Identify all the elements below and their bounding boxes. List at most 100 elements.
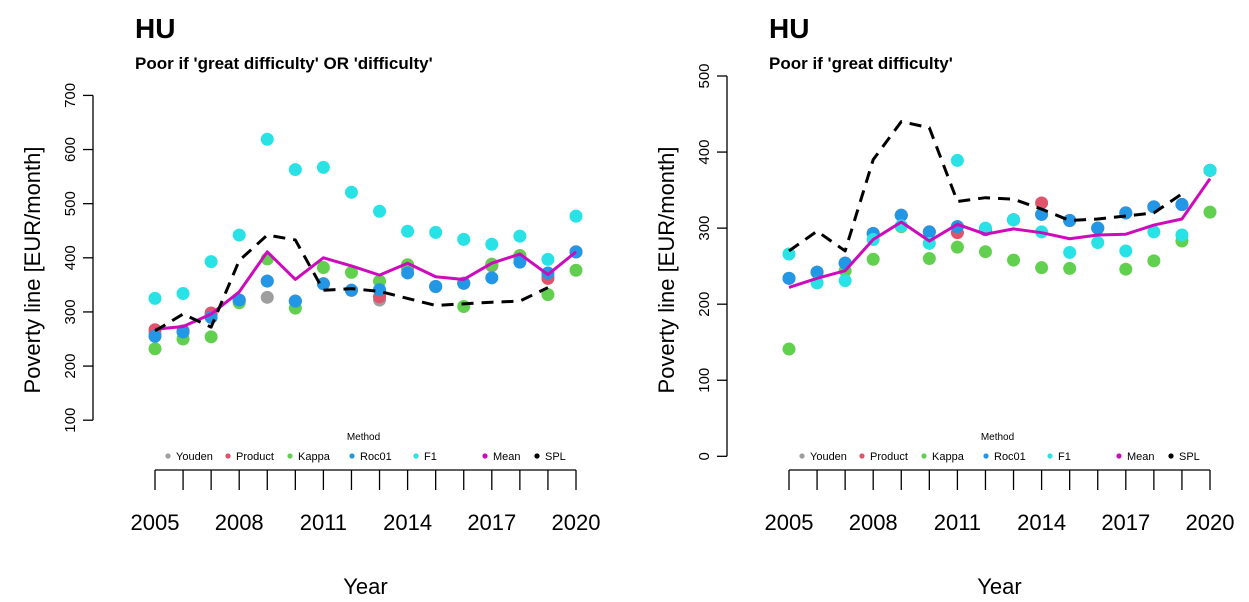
legend-label: SPL	[1179, 451, 1200, 463]
legend-marker	[413, 453, 419, 459]
legend: Method Youden Product Kappa Roc01 F1 Mean SPL	[165, 432, 566, 463]
y-axis-label: Poverty line [EUR/month]	[654, 147, 679, 394]
data-point	[401, 224, 415, 238]
legend-label: Youden	[176, 451, 213, 463]
legend-marker	[534, 453, 540, 459]
data-point	[457, 232, 471, 246]
data-point	[978, 221, 992, 235]
x-tick-label: 2011	[934, 510, 981, 535]
data-point	[148, 329, 162, 343]
data-point	[1035, 261, 1049, 275]
y-tick-label: 0	[696, 452, 713, 460]
data-point	[148, 342, 162, 356]
y-tick-label: 100	[696, 368, 713, 393]
legend-marker	[921, 453, 927, 459]
data-point	[260, 274, 274, 288]
data-point	[1091, 221, 1105, 235]
x-tick-label: 2008	[215, 510, 264, 535]
dashed-line	[788, 120, 1183, 253]
x-tick-label: 2017	[467, 510, 516, 535]
data-point	[1063, 214, 1077, 228]
data-point	[288, 163, 302, 177]
data-point	[288, 294, 302, 308]
data-point	[541, 252, 555, 266]
legend-label: Product	[236, 451, 274, 463]
data-point	[541, 288, 555, 302]
y-tick-label: 200	[62, 354, 79, 379]
y-tick-label: 400	[696, 140, 713, 165]
legend-title: Method	[981, 432, 1014, 443]
y-tick-label: 100	[62, 408, 79, 433]
series-line	[788, 177, 1212, 289]
legend-marker	[1168, 453, 1174, 459]
y-tick-label: 700	[62, 83, 79, 108]
data-point	[260, 290, 274, 304]
data-point	[429, 279, 443, 293]
data-point	[1063, 245, 1077, 259]
data-point	[316, 261, 330, 275]
data-point	[894, 208, 908, 222]
y-tick-label: 500	[696, 63, 713, 88]
data-point	[782, 342, 796, 356]
panel-subtitle: Poor if 'great difficulty' OR 'difficult…	[135, 54, 433, 73]
legend-label: Roc01	[994, 451, 1026, 463]
x-axis-label: Year	[343, 574, 387, 599]
data-point	[1119, 244, 1133, 258]
data-point	[922, 252, 936, 266]
data-point	[1007, 253, 1021, 267]
data-point	[782, 247, 796, 261]
y-tick-label: 300	[62, 299, 79, 324]
data-point	[866, 252, 880, 266]
data-point	[1175, 198, 1189, 212]
data-point	[782, 271, 796, 285]
legend-label: Youden	[810, 451, 847, 463]
data-point	[1203, 205, 1217, 219]
data-point	[569, 209, 583, 223]
legend-marker	[482, 453, 488, 459]
y-axis-label: Poverty line [EUR/month]	[20, 147, 45, 394]
legend-label: Roc01	[360, 451, 392, 463]
legend-label: Product	[870, 451, 908, 463]
legend: Method Youden Product Kappa Roc01 F1 Mean SPL	[799, 432, 1200, 463]
x-tick-label: 2008	[849, 510, 898, 535]
data-point	[429, 225, 443, 239]
data-point	[260, 132, 274, 146]
legend-label: F1	[1058, 451, 1071, 463]
y-tick-label: 300	[696, 216, 713, 241]
x-tick-label: 2011	[300, 510, 347, 535]
data-point	[485, 237, 499, 251]
legend-marker	[1116, 453, 1122, 459]
data-point	[344, 185, 358, 199]
x-tick-label: 2020	[552, 510, 601, 535]
data-point	[485, 271, 499, 285]
x-tick-label: 2014	[383, 510, 432, 535]
legend-marker	[349, 453, 355, 459]
panel-subtitle: Poor if 'great difficulty'	[769, 54, 953, 73]
data-point	[922, 225, 936, 239]
data-point	[1175, 228, 1189, 242]
data-point	[1035, 196, 1049, 210]
data-point	[373, 283, 387, 297]
data-point	[950, 153, 964, 167]
x-tick-label: 2017	[1101, 510, 1150, 535]
data-point	[457, 300, 471, 314]
panel-title: HU	[135, 13, 175, 44]
legend-label: SPL	[545, 451, 566, 463]
legend-label: Kappa	[298, 451, 331, 463]
legend-marker	[1047, 453, 1053, 459]
data-point	[316, 160, 330, 174]
data-point	[232, 293, 246, 307]
legend-marker	[983, 453, 989, 459]
x-axis-label: Year	[977, 574, 1021, 599]
data-point	[569, 263, 583, 277]
legend-label: Mean	[1127, 451, 1155, 463]
data-point	[1007, 213, 1021, 227]
legend-marker	[799, 453, 805, 459]
legend-marker	[859, 453, 865, 459]
data-point	[838, 274, 852, 288]
data-point	[176, 325, 190, 339]
data-point	[1119, 262, 1133, 276]
data-point	[1063, 261, 1077, 275]
data-point	[344, 283, 358, 297]
